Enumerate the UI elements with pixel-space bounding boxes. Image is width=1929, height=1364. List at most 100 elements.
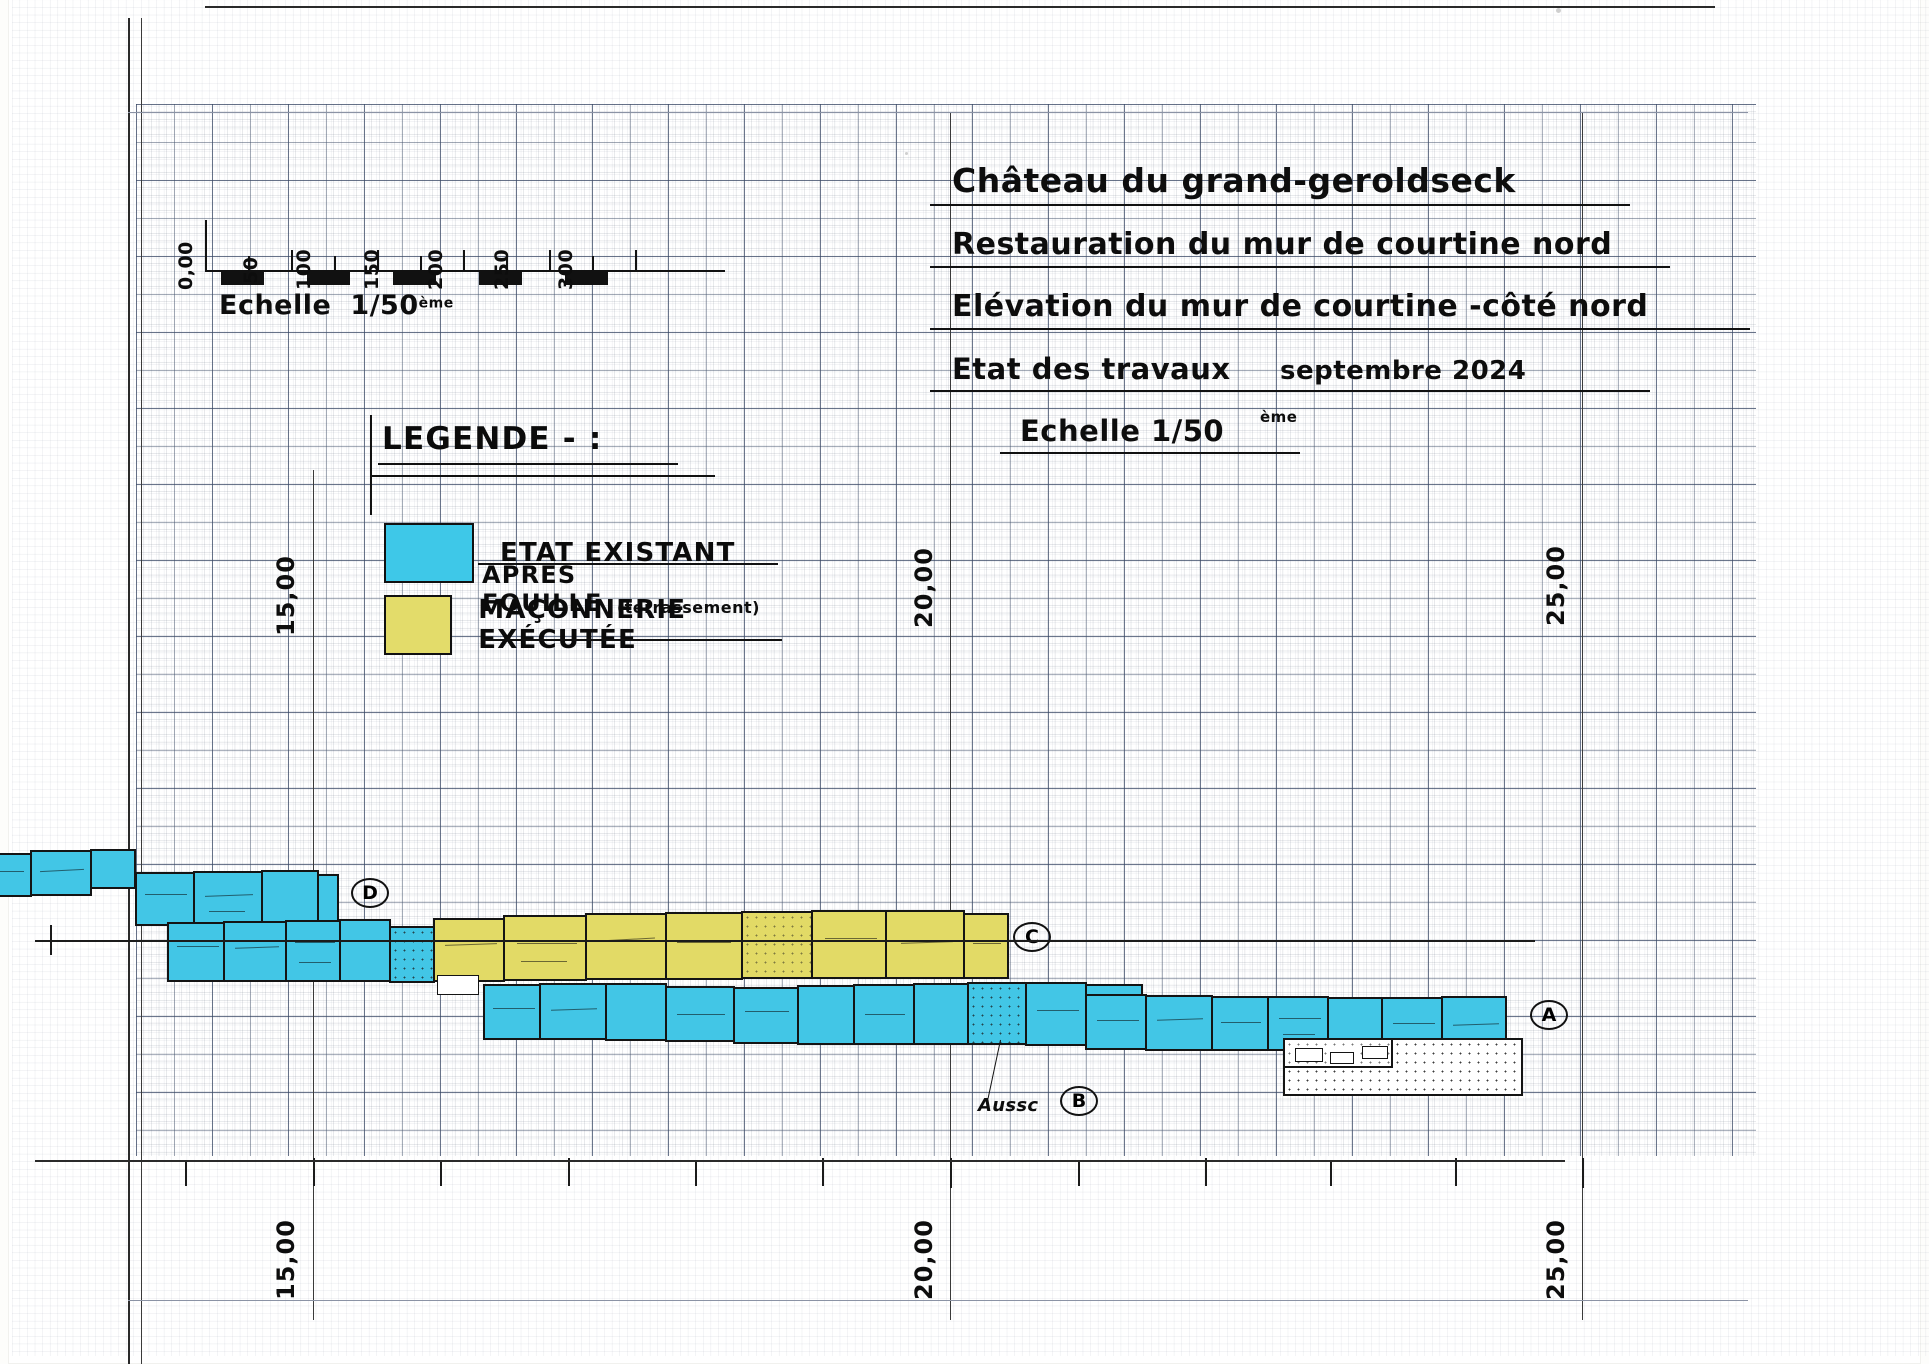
legend-swatch-executed xyxy=(378,595,476,655)
axis-tick xyxy=(822,1158,824,1186)
point-marker-D: D xyxy=(351,878,389,908)
legend-title-underline xyxy=(378,463,678,466)
stone-executed xyxy=(503,915,587,981)
title-line-etat-travaux: Etat des travaux xyxy=(952,352,1231,386)
title-line-restauration: Restauration du mur de courtine nord xyxy=(952,227,1613,262)
debris-stone xyxy=(437,975,479,995)
scale-caption-label: Echelle xyxy=(219,290,332,321)
scan-artifact xyxy=(905,152,908,155)
foundation-stone xyxy=(1295,1048,1323,1062)
axis-tick xyxy=(568,1158,570,1186)
legend-frame-vertical xyxy=(370,415,373,515)
stone-existing xyxy=(193,871,263,927)
title-line-echelle: Echelle 1/50 xyxy=(1020,414,1225,448)
stone-existing xyxy=(261,870,319,926)
legend-item-executed: MAÇONNERIE EXÉCUTÉE xyxy=(378,595,760,655)
title-line-chateau: Château du grand-geroldseck xyxy=(952,161,1516,200)
construction-line-20 xyxy=(950,112,951,1320)
stone-executed xyxy=(741,911,813,979)
scale-bar-segment xyxy=(565,272,608,285)
scan-artifact xyxy=(1556,8,1561,13)
elevation-label-lower-20: 20,00 xyxy=(910,1219,938,1300)
stone-existing xyxy=(90,849,136,889)
scale-bar-segment xyxy=(221,272,264,285)
title-block-row-4: Etat des travaux septembre 2024 xyxy=(930,336,1810,398)
scale-tick-label-0: 0,00 xyxy=(175,241,197,290)
axis-tick xyxy=(1582,1158,1584,1188)
stone-existing xyxy=(733,987,799,1044)
stone-executed xyxy=(585,913,667,980)
construction-line-left-inner xyxy=(141,18,142,1364)
stone-existing xyxy=(30,850,92,896)
stone-existing xyxy=(389,926,435,983)
scale-bar-segment xyxy=(393,272,436,285)
bottom-axis xyxy=(35,940,1535,942)
scale-tick xyxy=(463,250,465,272)
elevation-label-lower-15: 15,00 xyxy=(272,1219,300,1300)
stone-existing xyxy=(1145,995,1213,1051)
legend-label-executed: MAÇONNERIE EXÉCUTÉE xyxy=(478,595,687,655)
bottom-axis-line xyxy=(35,1160,1565,1162)
stone-existing xyxy=(605,983,667,1041)
legend-frame-horizontal xyxy=(370,475,715,478)
title-block-row-5: Echelle 1/50 ème xyxy=(930,398,1810,460)
axis-tick xyxy=(440,1162,442,1186)
point-marker-A: A xyxy=(1530,1000,1568,1030)
elevation-label-upper-15: 15,00 xyxy=(272,555,300,636)
axis-tick xyxy=(313,1158,315,1186)
legend-label-existing-2: APRES FOUILLE xyxy=(482,561,603,617)
annotation-aussc: Aussc xyxy=(978,1095,1039,1116)
axis-tick xyxy=(695,1162,697,1186)
scale-tick-label-150: 150 xyxy=(361,248,383,290)
scale-tick xyxy=(291,250,293,272)
stone-executed xyxy=(811,910,887,979)
elevation-label-lower-25: 25,00 xyxy=(1542,1219,1570,1300)
scale-tick xyxy=(635,250,637,272)
scale-tick xyxy=(420,256,422,272)
stone-existing xyxy=(797,985,855,1045)
scale-tick xyxy=(248,256,250,272)
scale-tick-label-250: 250 xyxy=(491,248,513,290)
foundation-stone xyxy=(1362,1046,1388,1059)
stone-existing xyxy=(0,853,32,897)
axis-tick xyxy=(1455,1158,1457,1186)
axis-tick xyxy=(50,925,52,955)
scale-tick-label-300: 300 xyxy=(555,248,577,290)
legend-title: LEGENDE - : xyxy=(382,421,603,457)
stone-existing xyxy=(483,984,541,1040)
point-marker-B: B xyxy=(1060,1086,1098,1116)
scale-tick xyxy=(506,256,508,272)
title-line-echelle-sup: ème xyxy=(1260,408,1298,426)
scale-bar-axis xyxy=(205,270,725,273)
foundation-stone xyxy=(1330,1052,1354,1064)
stone-executed xyxy=(963,913,1009,979)
elevation-label-upper-25: 25,00 xyxy=(1542,545,1570,626)
scale-tick xyxy=(377,250,379,272)
scale-tick xyxy=(549,250,551,272)
stone-existing xyxy=(339,919,391,982)
stone-existing xyxy=(913,983,969,1045)
scale-caption-value: 1/50 xyxy=(350,290,419,321)
sheet-border-bottom xyxy=(128,1300,1748,1302)
scale-tick-major xyxy=(205,220,207,272)
stone-existing xyxy=(1085,994,1147,1050)
stone-executed xyxy=(665,912,743,980)
scale-bar-segment xyxy=(479,272,522,285)
stone-existing xyxy=(665,986,735,1042)
construction-line-left-outer xyxy=(128,18,130,1364)
construction-line-top xyxy=(205,6,1715,8)
stone-existing xyxy=(167,922,225,982)
stone-existing xyxy=(135,872,195,926)
scale-tick xyxy=(592,256,594,272)
title-block: Château du grand-geroldseck Restauration… xyxy=(930,150,1810,460)
scale-caption-sup: ème xyxy=(418,295,454,312)
stone-existing xyxy=(317,874,339,926)
stone-existing xyxy=(539,983,607,1040)
stone-existing xyxy=(967,982,1027,1045)
axis-tick xyxy=(950,1158,952,1188)
stone-existing xyxy=(1211,996,1269,1051)
point-marker-C: C xyxy=(1013,922,1051,952)
construction-line-25 xyxy=(1582,112,1583,1320)
scale-tick-label-50: 50 xyxy=(240,256,262,284)
